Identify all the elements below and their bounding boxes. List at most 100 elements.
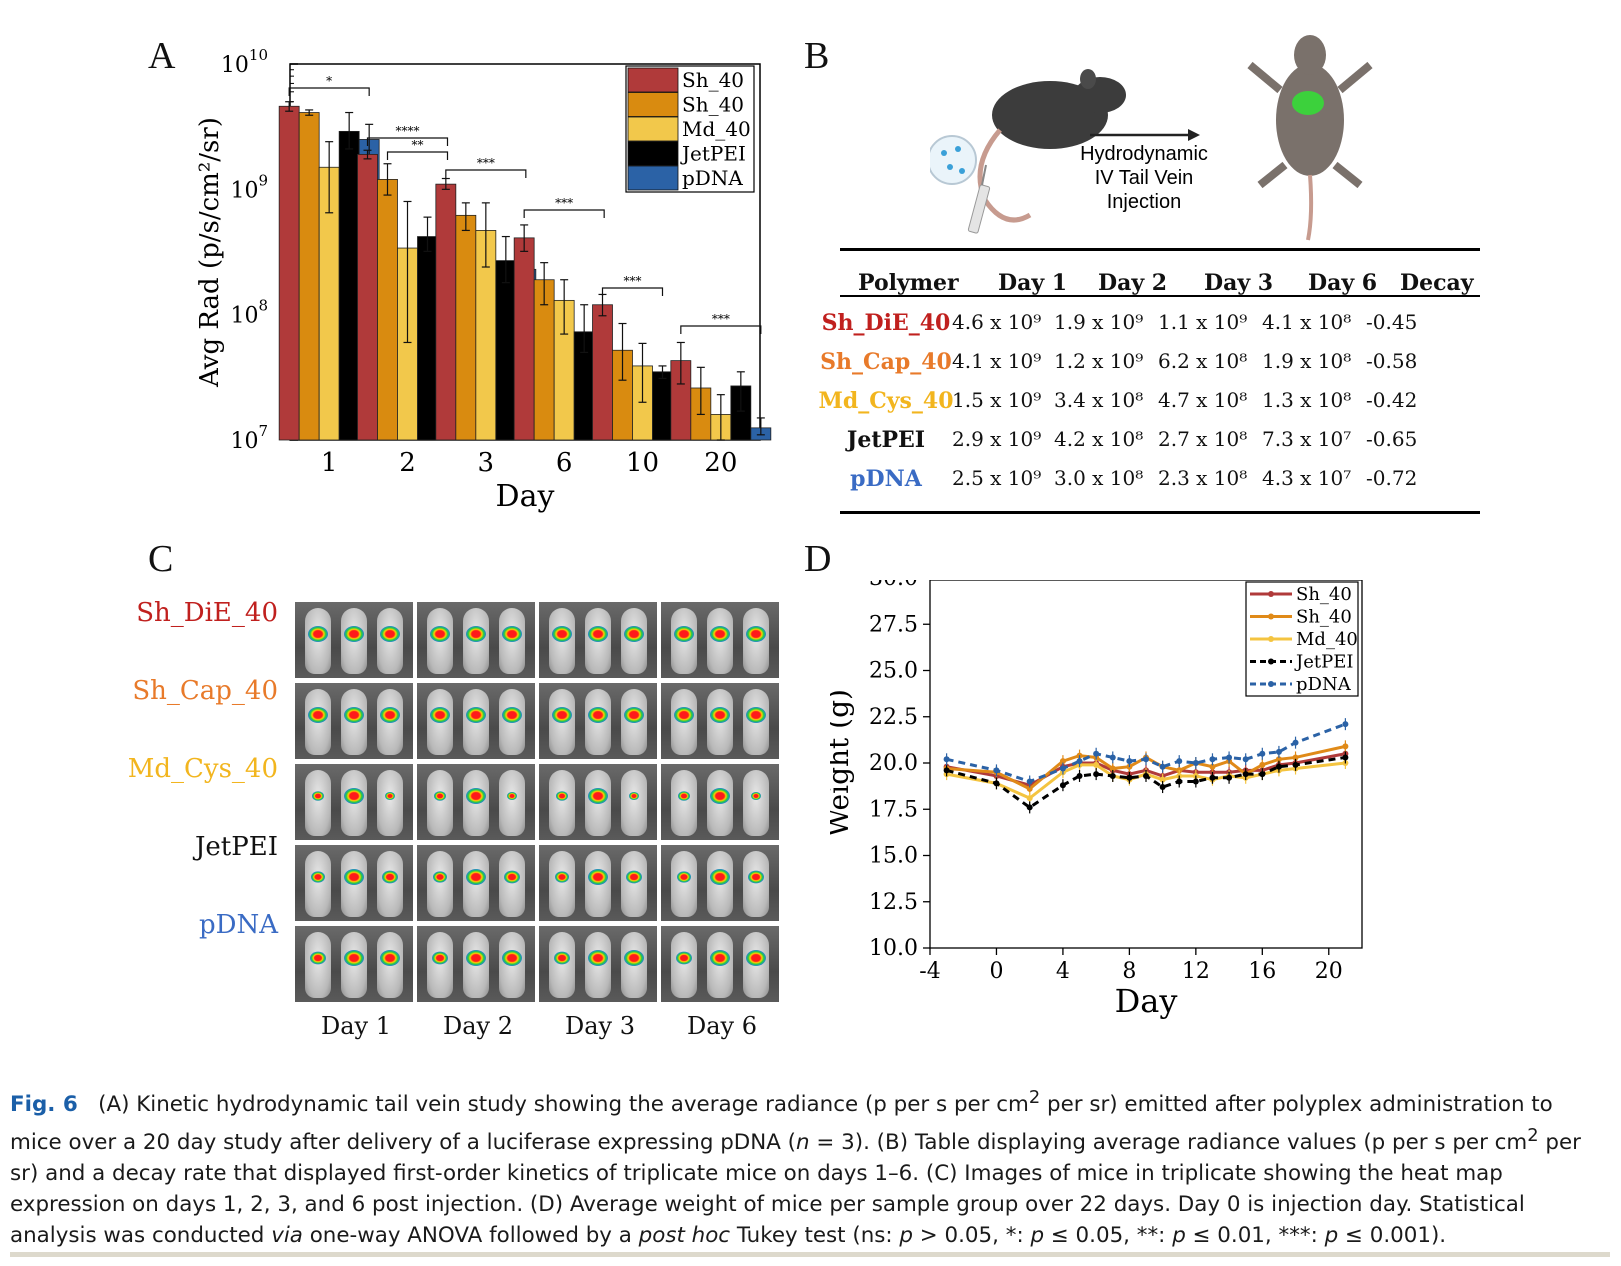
mouse-image-cell [661,683,779,759]
caption-italic: p [899,1223,913,1249]
data-point [1026,778,1033,785]
y-tick-label: 15.0 [869,844,918,869]
bioluminescence-signal [344,707,364,723]
table-polymer-cell: Sh_DiE_40 [821,310,951,336]
mouse-silhouette [549,932,575,998]
mouse-silhouette [671,770,697,836]
data-point [1159,784,1166,791]
schematic-label-line-2: IV Tail Vein [1095,167,1194,189]
mouse-image-cell [417,764,535,840]
caption-text: ≤ 0.001). [1338,1223,1447,1249]
legend-swatch [627,92,679,117]
bioluminescence-signal [677,871,691,883]
y-tick-label: 25.0 [869,659,918,684]
bioluminescence-signal [629,792,639,800]
table-cell: 7.3 x 10⁷ [1262,427,1352,451]
y-tick-label: 107 [230,422,268,454]
data-point [1159,776,1166,783]
legend-marker [1268,681,1274,687]
y-tick-label: 108 [230,297,268,329]
caption-text: > 0.05, *: [913,1223,1031,1249]
imaging-column-label: Day 6 [686,1012,757,1040]
mouse-image-cell [539,602,657,678]
table-cell: -0.45 [1366,310,1418,334]
mouse-image-cell [417,845,535,921]
y-tick-label: 1010 [221,46,268,78]
x-tick-label: -4 [919,959,940,984]
bioluminescence-signal [430,626,450,642]
bioluminescence-signal [344,869,364,885]
caption-text: ≤ 0.05, **: [1044,1223,1173,1249]
bioluminescence-signal [434,791,446,801]
table-top-rule [840,248,1480,251]
legend-label: Md_40 [1296,629,1358,650]
mouse-image-cell [661,845,779,921]
table-cell: 2.5 x 10⁹ [952,466,1042,490]
y-axis-label: Weight (g) [830,689,855,837]
data-point [1059,758,1066,765]
legend-marker [1268,658,1274,665]
table-cell: 1.3 x 10⁸ [1262,388,1352,412]
bioluminescence-signal [556,791,568,801]
bioluminescence-signal [676,951,692,965]
bar [592,304,613,441]
table-header-rule [840,295,1480,297]
mouse-silhouette [549,851,575,917]
mouse-silhouette [341,689,367,755]
mouse-image-cell [417,683,535,759]
caption-italic: post hoc [638,1223,731,1249]
table-header: Day 2 [1098,270,1168,296]
bioluminescence-signal [674,626,694,642]
legend-swatch [627,141,679,166]
bioluminescence-signal [504,870,520,884]
data-point [1093,761,1100,768]
mouse-silhouette [377,689,403,755]
mouse-silhouette [341,851,367,917]
data-point [1076,772,1083,779]
bar [377,179,398,441]
significance-bracket [680,325,762,334]
data-point [943,767,950,774]
table-header: Decay [1400,270,1474,296]
schematic-label-line-1: Hydrodynamic [1080,143,1208,165]
mouse-silhouette [377,932,403,998]
table-cell: 4.2 x 10⁸ [1054,427,1144,451]
bar [455,214,477,441]
data-point [1093,771,1100,778]
caption-italic: via [271,1223,303,1249]
mouse-silhouette [305,851,331,917]
caption-text: = 3). (B) Table displaying average radia… [809,1130,1528,1156]
y-tick-exponent: 9 [258,171,268,189]
mouse-silhouette [585,770,611,836]
caption-italic: p [1030,1223,1045,1249]
data-point [1226,774,1233,781]
table-cell: 1.9 x 10⁹ [1054,310,1144,334]
table-cell: -0.42 [1366,388,1418,412]
legend-marker [1268,636,1274,642]
y-tick-label: 27.5 [869,612,918,637]
bar [338,130,360,441]
mouse-image-cell [417,926,535,1002]
caption-text: (A) Kinetic hydrodynamic tail vein study… [98,1092,1029,1118]
imaging-column-label: Day 1 [320,1012,391,1040]
bioluminescence-signal [588,869,608,885]
significance-label: ** [412,138,424,152]
table-row: JetPEI 2.9 x 10⁹ 4.2 x 10⁸ 2.7 x 10⁸ 7.3 x 1… [840,427,1480,465]
bioluminescence-signal [344,788,364,804]
legend-marker [1268,613,1274,620]
table-cell: -0.58 [1366,349,1418,373]
mouse-image-cell [661,602,779,678]
x-tick-label: 20 [1315,959,1343,984]
data-point [1226,754,1233,761]
mouse-image-cell [295,764,413,840]
caption-italic: p [1324,1223,1339,1249]
mouse-image-cell [417,602,535,678]
table-cell: 1.9 x 10⁸ [1262,349,1352,373]
x-tick-label: 10 [626,448,659,478]
mouse-image-cell [295,926,413,1002]
mouse-silhouette [499,932,525,998]
table-cell: 4.7 x 10⁸ [1158,388,1248,412]
significance-bracket [386,151,449,160]
bar [298,112,320,441]
